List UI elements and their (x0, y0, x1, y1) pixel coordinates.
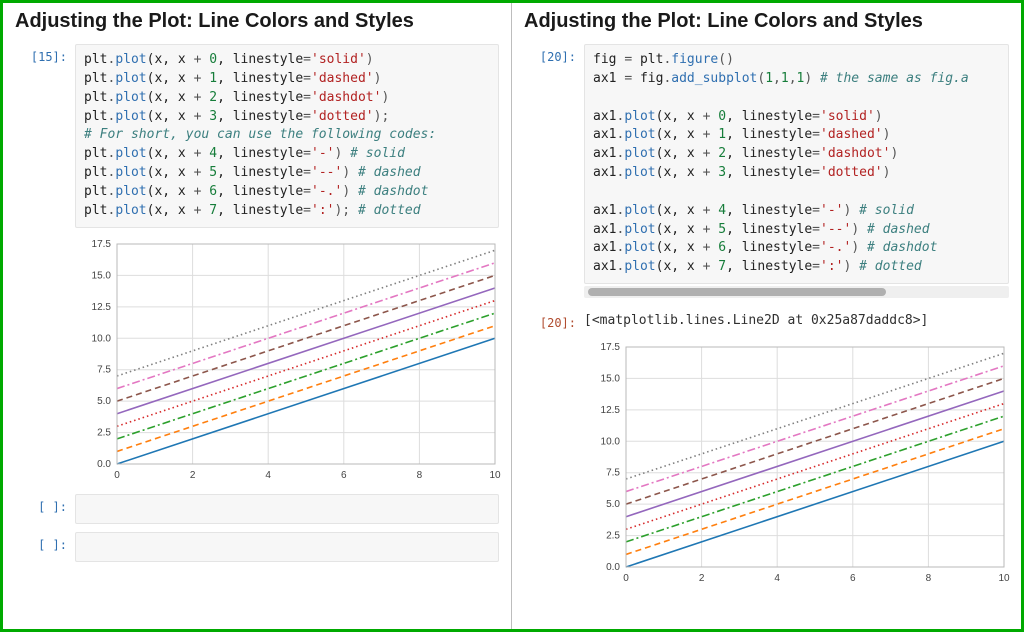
empty-prompt (524, 339, 584, 345)
svg-text:10.0: 10.0 (601, 436, 621, 447)
svg-text:15.0: 15.0 (92, 270, 112, 281)
svg-text:10: 10 (998, 573, 1010, 584)
output-cell-text: [20]: [<matplotlib.lines.Line2D at 0x25a… (524, 310, 1009, 331)
empty-code-cell: [ ]: (15, 532, 499, 562)
notebook-pane-left: Adjusting the Plot: Line Colors and Styl… (3, 3, 512, 629)
code-cell-right: [20]: fig = plt.figure() ax1 = fig.add_s… (524, 44, 1009, 302)
svg-text:17.5: 17.5 (601, 342, 621, 353)
app-frame: Adjusting the Plot: Line Colors and Styl… (0, 0, 1024, 632)
svg-text:2: 2 (190, 470, 196, 481)
code-input-right[interactable]: fig = plt.figure() ax1 = fig.add_subplot… (584, 44, 1009, 284)
svg-text:0: 0 (623, 573, 629, 584)
section-title-right: Adjusting the Plot: Line Colors and Styl… (524, 9, 1009, 34)
svg-text:2.5: 2.5 (97, 427, 111, 438)
svg-text:4: 4 (265, 470, 271, 481)
svg-text:5.0: 5.0 (97, 396, 111, 407)
code-input-left[interactable]: plt.plot(x, x + 0, linestyle='solid') pl… (75, 44, 499, 228)
in-prompt-empty: [ ]: (15, 494, 75, 514)
svg-text:0.0: 0.0 (606, 562, 620, 573)
in-prompt-right: [20]: (524, 44, 584, 64)
svg-text:7.5: 7.5 (97, 364, 111, 375)
output-text-right: [<matplotlib.lines.Line2D at 0x25a87dadd… (584, 310, 1009, 331)
svg-text:8: 8 (926, 573, 932, 584)
svg-text:10: 10 (489, 470, 501, 481)
svg-text:12.5: 12.5 (92, 301, 112, 312)
svg-text:2: 2 (699, 573, 705, 584)
horizontal-scrollbar[interactable] (584, 286, 1009, 298)
svg-text:4: 4 (774, 573, 780, 584)
svg-text:2.5: 2.5 (606, 531, 620, 542)
svg-text:8: 8 (417, 470, 423, 481)
svg-text:15.0: 15.0 (601, 373, 621, 384)
section-title-left: Adjusting the Plot: Line Colors and Styl… (15, 9, 499, 34)
plot-output-left: 0 2 4 6 8 10 0.0 2.5 5.0 7.5 10.0 12.5 15.0 17.5 (75, 236, 499, 486)
code-input-empty[interactable] (75, 494, 499, 524)
out-prompt-right: [20]: (524, 310, 584, 330)
horizontal-scrollbar-thumb[interactable] (588, 288, 886, 296)
in-prompt-empty: [ ]: (15, 532, 75, 552)
empty-prompt (15, 236, 75, 242)
svg-text:5.0: 5.0 (606, 499, 620, 510)
code-cell-left: [15]: plt.plot(x, x + 0, linestyle='soli… (15, 44, 499, 228)
output-cell-left: 0 2 4 6 8 10 0.0 2.5 5.0 7.5 10.0 12.5 15.0 17.5 (15, 236, 499, 486)
svg-text:0: 0 (114, 470, 120, 481)
svg-text:7.5: 7.5 (606, 468, 620, 479)
svg-text:10.0: 10.0 (92, 333, 112, 344)
empty-code-cell: [ ]: (15, 494, 499, 524)
svg-text:6: 6 (850, 573, 856, 584)
svg-text:0.0: 0.0 (97, 459, 111, 470)
output-cell-right: 0 2 4 6 8 10 0.0 2.5 5.0 7.5 10.0 12.5 15.0 17.5 (524, 339, 1009, 589)
code-input-empty[interactable] (75, 532, 499, 562)
svg-text:17.5: 17.5 (92, 239, 112, 250)
svg-text:6: 6 (341, 470, 347, 481)
svg-text:12.5: 12.5 (601, 405, 621, 416)
plot-output-right: 0 2 4 6 8 10 0.0 2.5 5.0 7.5 10.0 12.5 15.0 17.5 (584, 339, 1009, 589)
notebook-pane-right: Adjusting the Plot: Line Colors and Styl… (512, 3, 1021, 629)
in-prompt-left: [15]: (15, 44, 75, 64)
